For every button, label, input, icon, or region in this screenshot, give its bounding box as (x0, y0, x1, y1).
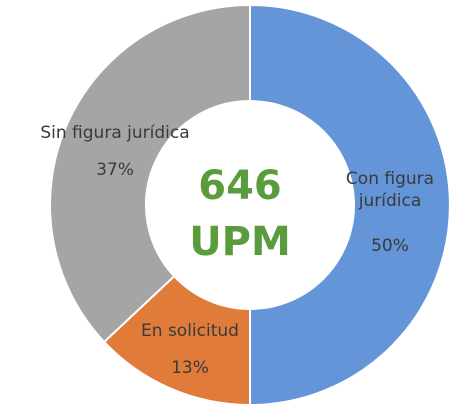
label-box: En solicitud (141, 321, 239, 341)
value-label: 37% (96, 160, 134, 180)
center-value: 646 (198, 163, 282, 209)
category-label: Con figura jurídica (345, 169, 435, 211)
label-box: Sin figura jurídica (40, 123, 190, 143)
value-label: 50% (371, 236, 409, 256)
donut-segment (49, 3, 251, 344)
donut-segment (249, 3, 451, 407)
center-unit: UPM (189, 219, 291, 265)
value-label: 13% (171, 358, 209, 378)
category-label: Sin figura jurídica (40, 123, 190, 143)
category-label: En solicitud (141, 321, 239, 341)
label-box: Con figura jurídica (345, 169, 435, 211)
